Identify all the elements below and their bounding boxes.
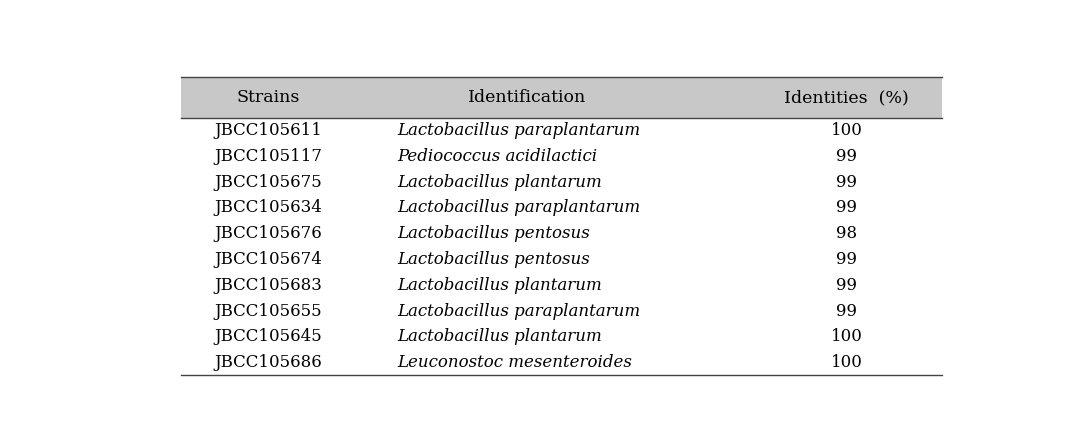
Text: Lactobacillus plantarum: Lactobacillus plantarum (398, 174, 602, 190)
Bar (181, 77, 942, 117)
Text: 99: 99 (836, 174, 857, 190)
Text: Lactobacillus pentosus: Lactobacillus pentosus (398, 225, 590, 242)
Text: 100: 100 (831, 354, 862, 371)
Text: Leuconostoc mesenteroides: Leuconostoc mesenteroides (398, 354, 632, 371)
Text: 99: 99 (836, 277, 857, 294)
Text: JBCC105611: JBCC105611 (215, 122, 323, 139)
Text: Pediococcus acidilactici: Pediococcus acidilactici (398, 148, 598, 165)
Text: JBCC105674: JBCC105674 (215, 251, 323, 268)
Text: JBCC105645: JBCC105645 (215, 328, 323, 345)
Text: Identification: Identification (468, 89, 586, 106)
Text: JBCC105686: JBCC105686 (215, 354, 323, 371)
Text: Lactobacillus pentosus: Lactobacillus pentosus (398, 251, 590, 268)
Text: JBCC105655: JBCC105655 (215, 303, 323, 320)
Text: 100: 100 (831, 122, 862, 139)
Text: 98: 98 (836, 225, 858, 242)
Text: JBCC105676: JBCC105676 (215, 225, 323, 242)
Text: Lactobacillus plantarum: Lactobacillus plantarum (398, 277, 602, 294)
Text: Lactobacillus paraplantarum: Lactobacillus paraplantarum (398, 303, 641, 320)
Text: 99: 99 (836, 303, 857, 320)
Text: Lactobacillus paraplantarum: Lactobacillus paraplantarum (398, 122, 641, 139)
Text: Lactobacillus paraplantarum: Lactobacillus paraplantarum (398, 199, 641, 216)
Text: 99: 99 (836, 199, 857, 216)
Text: 99: 99 (836, 148, 857, 165)
Text: Identities  (%): Identities (%) (784, 89, 910, 106)
Text: Lactobacillus plantarum: Lactobacillus plantarum (398, 328, 602, 345)
Text: 99: 99 (836, 251, 857, 268)
Text: JBCC105634: JBCC105634 (215, 199, 323, 216)
Text: JBCC105117: JBCC105117 (215, 148, 323, 165)
Text: 100: 100 (831, 328, 862, 345)
Text: JBCC105683: JBCC105683 (215, 277, 323, 294)
Text: Strains: Strains (236, 89, 300, 106)
Text: JBCC105675: JBCC105675 (215, 174, 323, 190)
